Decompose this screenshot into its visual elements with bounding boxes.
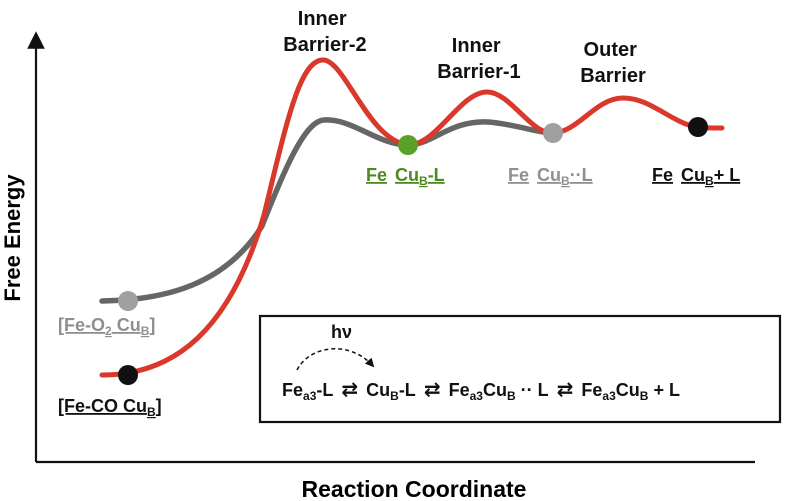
fe-cub-plus-l-point — [688, 117, 708, 137]
red-energy-curve — [99, 57, 725, 378]
y-axis-label: Free Energy — [0, 174, 25, 302]
fe-o2-cub-label: [Fe-O2 CuB] — [58, 315, 155, 338]
fe-co-point — [118, 365, 138, 385]
x-axis-label: Reaction Coordinate — [302, 476, 527, 501]
fe-co-cub-label: [Fe-CO CuB] — [58, 396, 162, 419]
outer-barrier-label: Outer Barrier — [580, 39, 646, 87]
inner-barrier-1-label: Inner Barrier-1 — [437, 35, 520, 83]
gray-energy-curve — [99, 117, 555, 304]
photon-arrow — [296, 347, 375, 371]
fe-cub-l-label: Fe CuB-L — [366, 165, 445, 188]
fe-o2-point — [118, 291, 138, 311]
fe-cub-plus-l-label: Fe CuB+ L — [652, 165, 740, 188]
fe-cub-dotl-label: Fe CuB··L — [508, 165, 593, 188]
fe-cub-l-point — [398, 135, 418, 155]
reaction-scheme: Fea3-L ⇄ CuB-L ⇄ Fea3CuB ·· L ⇄ Fea3CuB + L — [282, 379, 680, 403]
reaction-scheme-box — [258, 314, 782, 424]
hv-label: hν — [331, 322, 352, 342]
fe-cub-dotl-point — [543, 123, 563, 143]
inner-barrier-2-label: Inner Barrier-2 — [283, 8, 366, 56]
